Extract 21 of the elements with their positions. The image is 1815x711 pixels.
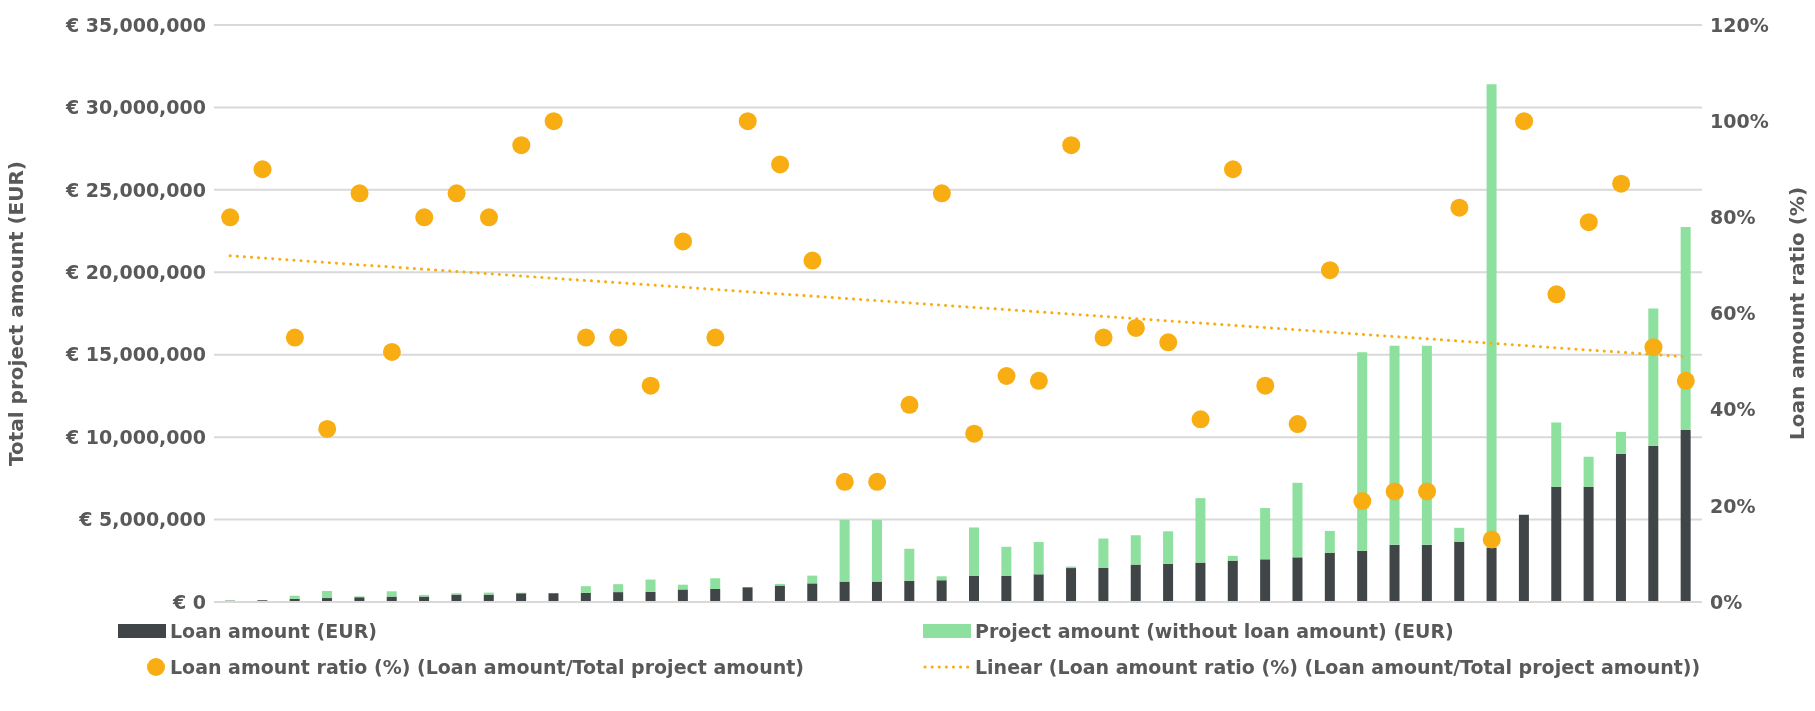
y2-tick-label: 40% [1710,398,1756,421]
legend-label: Linear (Loan amount ratio (%) (Loan amount/Total project amount)) [975,656,1701,678]
y-tick-label: € 15,000,000 [64,343,206,366]
y2-tick-label: 100% [1710,109,1769,132]
y2-axis-title: Loan amount ratio (%) [1785,186,1810,441]
y-tick-label: € 30,000,000 [64,96,206,119]
y2-tick-label: 120% [1710,13,1769,36]
y-tick-label: € 10,000,000 [64,425,206,448]
y2-tick-label: 80% [1710,206,1756,229]
y-tick-label: € 25,000,000 [64,178,206,201]
y-tick-label: € 35,000,000 [64,13,206,36]
legend-label: Loan amount ratio (%) (Loan amount/Total project amount) [170,656,804,678]
y-tick-label: € 5,000,000 [78,508,206,531]
legend-label: Loan amount (EUR) [170,620,377,642]
legend-label: Project amount (without loan amount) (EUR) [975,620,1454,642]
y-tick-label: € 20,000,000 [64,261,206,284]
y2-tick-label: 20% [1710,494,1756,517]
y-tick-label: € 0 [171,590,206,613]
y2-tick-label: 60% [1710,302,1756,325]
y2-tick-label: 0% [1710,590,1743,613]
y-axis-title: Total project amount (EUR) [4,161,29,466]
